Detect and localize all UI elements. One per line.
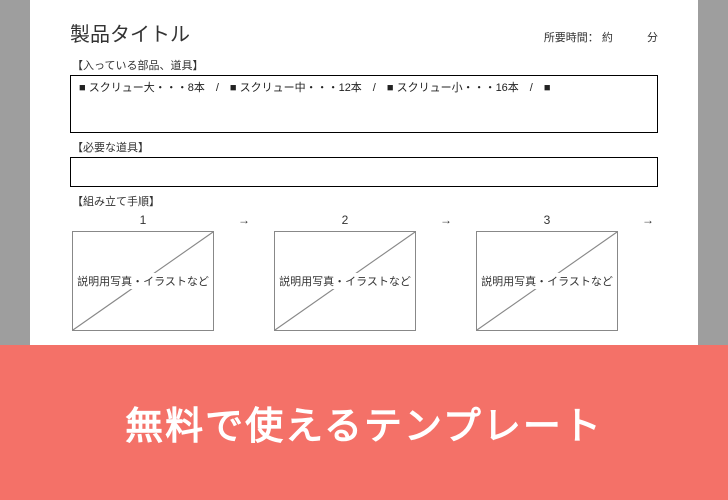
step-arrow-icon: →: [638, 213, 658, 227]
parts-section-label: 【入っている部品、道具】: [72, 57, 658, 73]
step-box-3: 説明用写真・イラストなど: [476, 231, 618, 331]
document-title: 製品タイトル: [70, 18, 190, 47]
step-box-1: 説明用写真・イラストなど: [72, 231, 214, 331]
step-boxes-row: 説明用写真・イラストなど 説明用写真・イラストなど 説明用写真・イラストなど: [72, 231, 658, 331]
tools-section-label: 【必要な道具】: [72, 139, 658, 155]
parts-content: ■ スクリュー大・・・8本 / ■ スクリュー中・・・12本 / ■ スクリュー…: [79, 82, 551, 94]
tools-box: [70, 157, 658, 187]
document-page: 製品タイトル 所要時間： 約 分 【入っている部品、道具】 ■ スクリュー大・・…: [30, 0, 698, 345]
step-number-3: 3: [476, 213, 618, 227]
step-arrow-icon: →: [436, 213, 456, 227]
steps-section-label: 【組み立て手順】: [72, 193, 658, 209]
step-arrow-icon: →: [234, 213, 254, 227]
banner: 無料で使えるテンプレート: [0, 345, 728, 500]
steps-area: 1 → 2 → 3 → 説明用写真・イラストなど 説明用写真・イラストなど 説明…: [70, 213, 658, 331]
step-placeholder-text: 説明用写真・イラストなど: [75, 273, 211, 289]
step-number-2: 2: [274, 213, 416, 227]
parts-box: ■ スクリュー大・・・8本 / ■ スクリュー中・・・12本 / ■ スクリュー…: [70, 75, 658, 133]
time-label: 所要時間：: [544, 32, 599, 44]
banner-text: 無料で使えるテンプレート: [125, 395, 603, 450]
step-placeholder-text: 説明用写真・イラストなど: [277, 273, 413, 289]
header-row: 製品タイトル 所要時間： 約 分: [70, 18, 658, 47]
step-header-row: 1 → 2 → 3 →: [72, 213, 658, 227]
time-required: 所要時間： 約 分: [544, 29, 658, 45]
step-placeholder-text: 説明用写真・イラストなど: [479, 273, 615, 289]
step-box-2: 説明用写真・イラストなど: [274, 231, 416, 331]
time-approx: 約: [602, 32, 613, 44]
time-unit: 分: [647, 32, 658, 44]
step-number-1: 1: [72, 213, 214, 227]
